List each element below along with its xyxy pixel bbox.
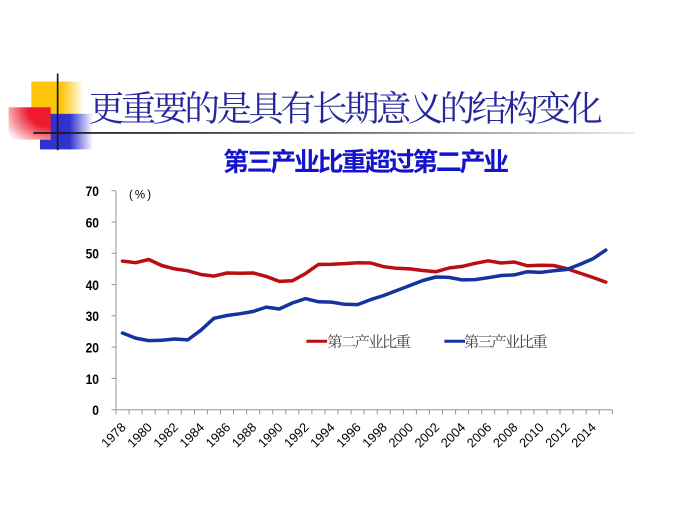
svg-text:0: 0 — [92, 402, 99, 418]
svg-text:50: 50 — [86, 246, 100, 262]
svg-text:(%): (%) — [129, 189, 153, 201]
svg-text:20: 20 — [86, 340, 100, 356]
svg-text:30: 30 — [86, 308, 100, 324]
svg-text:60: 60 — [86, 214, 100, 230]
svg-text:40: 40 — [86, 277, 100, 293]
svg-text:70: 70 — [86, 183, 100, 199]
svg-text:10: 10 — [86, 371, 100, 387]
